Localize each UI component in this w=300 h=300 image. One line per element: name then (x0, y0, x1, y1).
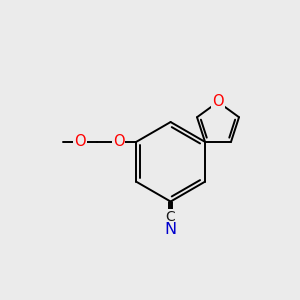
Text: O: O (74, 134, 85, 149)
Text: O: O (212, 94, 224, 110)
Text: N: N (164, 222, 177, 237)
Text: C: C (166, 210, 176, 224)
Text: O: O (113, 134, 124, 149)
